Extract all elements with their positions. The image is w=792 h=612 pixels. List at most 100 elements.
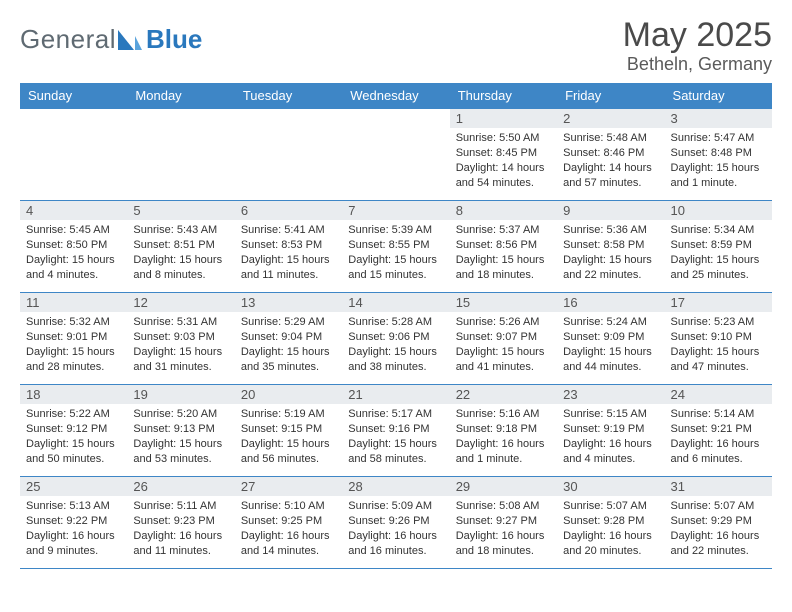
sunset-line: Sunset: 8:58 PM [563,239,644,251]
calendar-day-cell: 9Sunrise: 5:36 AMSunset: 8:58 PMDaylight… [557,201,664,293]
sunrise-line: Sunrise: 5:31 AM [133,316,217,328]
day-number: 17 [665,293,772,312]
sunrise-line: Sunrise: 5:24 AM [563,316,647,328]
sunrise-line: Sunrise: 5:19 AM [241,408,325,420]
calendar-day-cell: 10 Sunrise: 5:34 AMSunset: 8:59 PMDayligh… [665,201,772,293]
calendar-day-cell: 16 Sunrise: 5:24 AMSunset: 9:09 PMDayligh… [557,293,664,385]
sunset-line: Sunset: 9:25 PM [241,515,322,527]
calendar-day-cell: 26Sunrise: 5:11 AMSunset: 9:23 PMDayligh… [127,477,234,569]
calendar-day-cell: 17 Sunrise: 5:23 AMSunset: 9:10 PMDayligh… [665,293,772,385]
calendar-week-row: 25Sunrise: 5:13 AMSunset: 9:22 PMDayligh… [20,477,772,569]
day-info: Sunrise: 5:47 AMSunset: 8:48 PMDaylight:… [671,131,766,190]
daylight-line: Daylight: 16 hours and 16 minutes. [348,530,437,557]
calendar-day-cell: 19Sunrise: 5:20 AMSunset: 9:13 PMDayligh… [127,385,234,477]
calendar-day-cell: 30Sunrise: 5:07 AMSunset: 9:28 PMDayligh… [557,477,664,569]
day-info: Sunrise: 5:41 AMSunset: 8:53 PMDaylight:… [241,223,336,282]
month-title: May 2025 [623,18,772,52]
sunset-line: Sunset: 9:18 PM [456,423,537,435]
day-info: Sunrise: 5:08 AMSunset: 9:27 PMDaylight:… [456,499,551,558]
calendar-week-row: 18Sunrise: 5:22 AMSunset: 9:12 PMDayligh… [20,385,772,477]
sunset-line: Sunset: 8:56 PM [456,239,537,251]
sunrise-line: Sunrise: 5:09 AM [348,500,432,512]
sunrise-line: Sunrise: 5:07 AM [563,500,647,512]
weekday-header: Monday [127,83,234,109]
sunset-line: Sunset: 9:13 PM [133,423,214,435]
sunset-line: Sunset: 9:21 PM [671,423,752,435]
daylight-line: Daylight: 16 hours and 11 minutes. [133,530,222,557]
daylight-line: Daylight: 15 hours and 50 minutes. [26,438,115,465]
calendar-week-row: 11Sunrise: 5:32 AMSunset: 9:01 PMDayligh… [20,293,772,385]
day-info: Sunrise: 5:13 AMSunset: 9:22 PMDaylight:… [26,499,121,558]
calendar-day-cell: 15 Sunrise: 5:26 AMSunset: 9:07 PMDayligh… [450,293,557,385]
daylight-line: Daylight: 16 hours and 22 minutes. [671,530,760,557]
sunrise-line: Sunrise: 5:14 AM [671,408,755,420]
daylight-line: Daylight: 16 hours and 1 minute. [456,438,545,465]
calendar-day-cell: 25Sunrise: 5:13 AMSunset: 9:22 PMDayligh… [20,477,127,569]
calendar-day-cell [342,109,449,201]
sunset-line: Sunset: 9:23 PM [133,515,214,527]
calendar-day-cell: 6Sunrise: 5:41 AMSunset: 8:53 PMDaylight… [235,201,342,293]
day-info: Sunrise: 5:17 AMSunset: 9:16 PMDaylight:… [348,407,443,466]
daylight-line: Daylight: 15 hours and 11 minutes. [241,254,330,281]
calendar-day-cell: 24Sunrise: 5:14 AMSunset: 9:21 PMDayligh… [665,385,772,477]
sunset-line: Sunset: 8:51 PM [133,239,214,251]
sunset-line: Sunset: 9:22 PM [26,515,107,527]
day-info: Sunrise: 5:19 AMSunset: 9:15 PMDaylight:… [241,407,336,466]
day-number: 20 [235,385,342,404]
calendar-day-cell: 27Sunrise: 5:10 AMSunset: 9:25 PMDayligh… [235,477,342,569]
sunrise-line: Sunrise: 5:29 AM [241,316,325,328]
day-info: Sunrise: 5:07 AMSunset: 9:29 PMDaylight:… [671,499,766,558]
day-number: 3 [665,109,772,128]
day-info: Sunrise: 5:36 AMSunset: 8:58 PMDaylight:… [563,223,658,282]
day-info: Sunrise: 5:48 AMSunset: 8:46 PMDaylight:… [563,131,658,190]
day-number: 15 [450,293,557,312]
sunset-line: Sunset: 9:01 PM [26,331,107,343]
brand-part-1: General [20,24,116,55]
day-number: 22 [450,385,557,404]
sunrise-line: Sunrise: 5:26 AM [456,316,540,328]
day-number: 16 [557,293,664,312]
sunset-line: Sunset: 9:27 PM [456,515,537,527]
calendar-day-cell: 20Sunrise: 5:19 AMSunset: 9:15 PMDayligh… [235,385,342,477]
day-info: Sunrise: 5:23 AMSunset: 9:10 PMDaylight:… [671,315,766,374]
sunrise-line: Sunrise: 5:45 AM [26,224,110,236]
daylight-line: Daylight: 16 hours and 14 minutes. [241,530,330,557]
day-info: Sunrise: 5:34 AMSunset: 8:59 PMDaylight:… [671,223,766,282]
day-number: 4 [20,201,127,220]
daylight-line: Daylight: 15 hours and 44 minutes. [563,346,652,373]
day-info: Sunrise: 5:09 AM Sunset: 9:26 PM Daylight:… [348,499,443,558]
daylight-line: Daylight: 16 hours and 20 minutes. [563,530,652,557]
day-number: 10 [665,201,772,220]
daylight-line: Daylight: 15 hours and 28 minutes. [26,346,115,373]
sunset-line: Sunset: 9:15 PM [241,423,322,435]
day-number: 27 [235,477,342,496]
day-info: Sunrise: 5:14 AMSunset: 9:21 PMDaylight:… [671,407,766,466]
calendar-day-cell: 7Sunrise: 5:39 AMSunset: 8:55 PMDaylight… [342,201,449,293]
sunrise-line: Sunrise: 5:48 AM [563,132,647,144]
day-number: 23 [557,385,664,404]
sunset-line: Sunset: 9:06 PM [348,331,429,343]
sunset-line: Sunset: 9:29 PM [671,515,752,527]
day-info: Sunrise: 5:43 AMSunset: 8:51 PMDaylight:… [133,223,228,282]
calendar-body: 1Sunrise: 5:50 AMSunset: 8:45 PMDaylight… [20,109,772,569]
day-info: Sunrise: 5:11 AMSunset: 9:23 PMDaylight:… [133,499,228,558]
brand-part-2: Blue [146,24,202,55]
sunrise-line: Sunrise: 5:43 AM [133,224,217,236]
sunset-line: Sunset: 9:26 PM [348,515,429,527]
weekday-header: Friday [557,83,664,109]
sunset-line: Sunset: 9:16 PM [348,423,429,435]
day-info: Sunrise: 5:26 AMSunset: 9:07 PMDaylight:… [456,315,551,374]
sunrise-line: Sunrise: 5:16 AM [456,408,540,420]
daylight-line: Daylight: 15 hours and 47 minutes. [671,346,760,373]
daylight-line: Daylight: 15 hours and 53 minutes. [133,438,222,465]
calendar-day-cell: 2Sunrise: 5:48 AMSunset: 8:46 PMDaylight… [557,109,664,201]
calendar-day-cell: 18Sunrise: 5:22 AMSunset: 9:12 PMDayligh… [20,385,127,477]
daylight-line: Daylight: 14 hours and 57 minutes. [563,162,652,189]
day-number: 8 [450,201,557,220]
day-info: Sunrise: 5:24 AMSunset: 9:09 PMDaylight:… [563,315,658,374]
daylight-line: Daylight: 15 hours and 18 minutes. [456,254,545,281]
day-number: 28 [342,477,449,496]
daylight-line: Daylight: 15 hours and 22 minutes. [563,254,652,281]
logo-sail-icon [116,28,142,52]
day-number: 31 [665,477,772,496]
